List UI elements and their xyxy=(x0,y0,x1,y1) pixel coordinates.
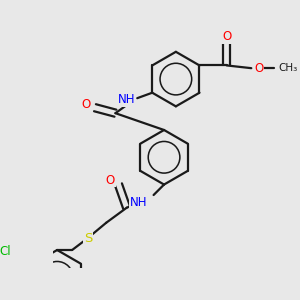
Text: O: O xyxy=(254,62,263,75)
Text: NH: NH xyxy=(118,94,135,106)
Text: O: O xyxy=(81,98,90,111)
Text: NH: NH xyxy=(130,196,147,209)
Text: S: S xyxy=(84,232,92,245)
Text: O: O xyxy=(222,30,231,43)
Text: O: O xyxy=(106,173,115,187)
Text: CH₃: CH₃ xyxy=(278,63,297,73)
Text: Cl: Cl xyxy=(0,245,11,258)
